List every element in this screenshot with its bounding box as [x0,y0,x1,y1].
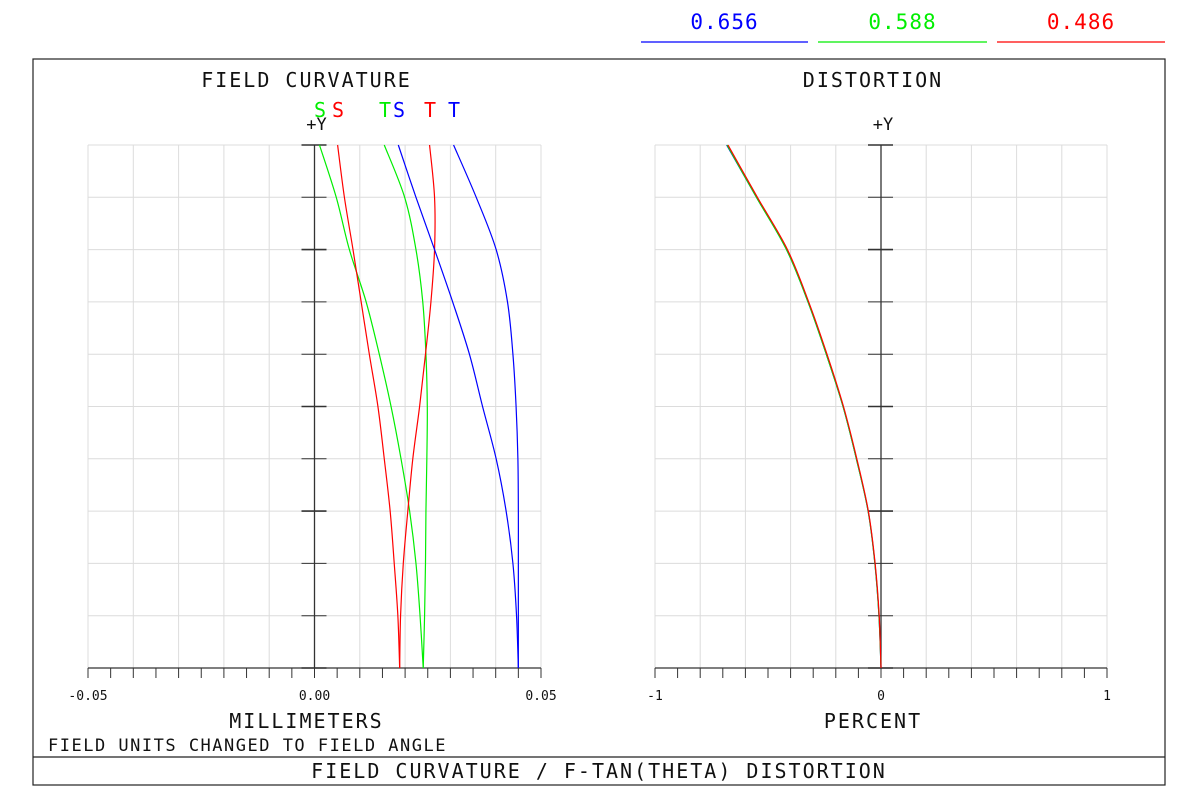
curve-label: S [332,98,344,122]
x-axis-label: PERCENT [824,709,922,733]
curve-label: T [448,98,460,122]
series-curve-0-486 [727,144,882,669]
x-tick-label: -0.05 [68,689,107,704]
x-tick-label: 1 [1103,689,1111,704]
series-curve-t-0-486 [399,144,436,669]
distortion-plot: -1 0 1 DISTORTION PERCENT +Y [647,68,1111,733]
legend-label: 0.656 [690,10,758,34]
y-axis-label: +Y [306,115,326,135]
x-axis-label: MILLIMETERS [229,709,383,733]
x-tick-label: 0.00 [299,689,330,704]
x-tick-label: 0 [877,689,885,704]
legend-label: 0.588 [868,10,936,34]
field-units-note: FIELD UNITS CHANGED TO FIELD ANGLE [48,736,447,756]
plot-title: DISTORTION [803,68,943,92]
figure-frame [32,58,1166,786]
field-curvature-plot: -0.05 0.00 0.05 FIELD CURVATURE MILLIMETERS +… [68,68,556,733]
footer-title: FIELD CURVATURE / F-TAN(THETA) DISTORTIO… [311,759,887,783]
series-curve-s-0-656 [397,144,519,669]
curve-label: S [393,98,405,122]
series-curve-s-0-486 [337,144,401,669]
x-tick-label: -1 [647,689,663,704]
curve-label: T [379,98,391,122]
curve-label: S [314,98,326,122]
series-curve-t-0-656 [453,144,519,669]
plot-title: FIELD CURVATURE [201,68,412,92]
series-curve-t-0-588 [383,144,428,669]
legend-label: 0.486 [1047,10,1115,34]
series-curve-s-0-588 [318,144,424,669]
legend: 0.656 0.588 0.486 [641,10,1165,43]
curve-label: T [424,98,436,122]
y-axis-label: +Y [873,115,893,135]
x-tick-label: 0.05 [525,689,556,704]
